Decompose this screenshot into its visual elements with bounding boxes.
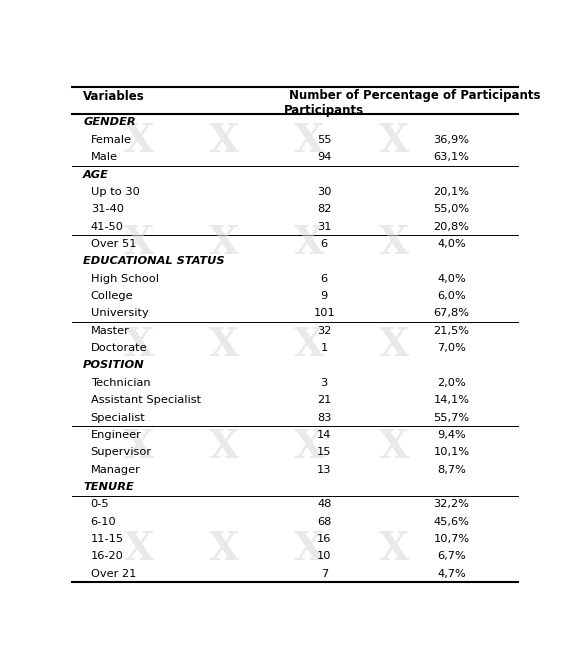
Text: Over 51: Over 51 <box>91 239 137 249</box>
Text: EDUCATIONAL STATUS: EDUCATIONAL STATUS <box>83 257 225 267</box>
Text: Number of
Participants: Number of Participants <box>284 90 364 117</box>
Text: 11-15: 11-15 <box>91 534 124 544</box>
Text: Engineer: Engineer <box>91 430 142 440</box>
Text: Master: Master <box>91 326 130 335</box>
Text: 7,0%: 7,0% <box>437 343 466 353</box>
Text: X: X <box>124 122 154 160</box>
Text: 3: 3 <box>321 378 328 388</box>
Text: 4,0%: 4,0% <box>437 274 466 284</box>
Text: 16: 16 <box>317 534 331 544</box>
Text: 10,1%: 10,1% <box>433 448 469 457</box>
Text: 1: 1 <box>321 343 328 353</box>
Text: 14: 14 <box>317 430 331 440</box>
Text: 32: 32 <box>317 326 331 335</box>
Text: X: X <box>124 224 154 262</box>
Text: X: X <box>293 122 324 160</box>
Text: X: X <box>209 428 239 466</box>
Text: X: X <box>124 428 154 466</box>
Text: X: X <box>378 428 408 466</box>
Text: 68: 68 <box>317 516 331 526</box>
Text: 55,0%: 55,0% <box>433 204 469 214</box>
Text: 14,1%: 14,1% <box>433 395 469 405</box>
Text: 21: 21 <box>317 395 331 405</box>
Text: 0-5: 0-5 <box>91 499 109 509</box>
Text: High School: High School <box>91 274 159 284</box>
Text: 101: 101 <box>313 308 335 318</box>
Text: X: X <box>293 530 324 568</box>
Text: Assistant Specialist: Assistant Specialist <box>91 395 201 405</box>
Text: X: X <box>293 326 324 364</box>
Text: GENDER: GENDER <box>83 117 136 127</box>
Text: X: X <box>209 326 239 364</box>
Text: X: X <box>209 224 239 262</box>
Text: 6: 6 <box>321 274 328 284</box>
Text: X: X <box>124 530 154 568</box>
Text: 63,1%: 63,1% <box>433 152 469 162</box>
Text: 4,7%: 4,7% <box>437 569 466 579</box>
Text: 4,0%: 4,0% <box>437 239 466 249</box>
Text: Up to 30: Up to 30 <box>91 187 139 197</box>
Text: X: X <box>209 530 239 568</box>
Text: 10: 10 <box>317 552 331 562</box>
Text: Variables: Variables <box>83 90 145 103</box>
Text: University: University <box>91 308 149 318</box>
Text: 48: 48 <box>317 499 331 509</box>
Text: 31: 31 <box>317 221 331 231</box>
Text: 67,8%: 67,8% <box>433 308 469 318</box>
Text: 45,6%: 45,6% <box>434 516 469 526</box>
Text: Supervisor: Supervisor <box>91 448 152 457</box>
Text: 55,7%: 55,7% <box>433 412 469 422</box>
Text: 13: 13 <box>317 465 331 475</box>
Text: 6,0%: 6,0% <box>437 291 466 301</box>
Text: 6-10: 6-10 <box>91 516 116 526</box>
Text: 83: 83 <box>317 412 331 422</box>
Text: Technician: Technician <box>91 378 150 388</box>
Text: 41-50: 41-50 <box>91 221 124 231</box>
Text: 32,2%: 32,2% <box>434 499 469 509</box>
Text: X: X <box>378 326 408 364</box>
Text: 94: 94 <box>317 152 331 162</box>
Text: 6: 6 <box>321 239 328 249</box>
Text: X: X <box>378 224 408 262</box>
Text: Male: Male <box>91 152 118 162</box>
Text: 21,5%: 21,5% <box>433 326 469 335</box>
Text: POSITION: POSITION <box>83 361 145 371</box>
Text: 8,7%: 8,7% <box>437 465 466 475</box>
Text: X: X <box>209 122 239 160</box>
Text: AGE: AGE <box>83 170 109 180</box>
Text: X: X <box>124 326 154 364</box>
Text: 30: 30 <box>317 187 331 197</box>
Text: Specialist: Specialist <box>91 412 146 422</box>
Text: 55: 55 <box>317 135 331 145</box>
Text: Percentage of Participants: Percentage of Participants <box>363 90 540 102</box>
Text: TENURE: TENURE <box>83 482 134 492</box>
Text: Doctorate: Doctorate <box>91 343 147 353</box>
Text: 15: 15 <box>317 448 331 457</box>
Text: 31-40: 31-40 <box>91 204 124 214</box>
Text: 20,8%: 20,8% <box>433 221 469 231</box>
Text: X: X <box>378 122 408 160</box>
Text: Manager: Manager <box>91 465 141 475</box>
Text: 2,0%: 2,0% <box>437 378 466 388</box>
Text: 20,1%: 20,1% <box>433 187 469 197</box>
Text: 9,4%: 9,4% <box>437 430 466 440</box>
Text: X: X <box>293 224 324 262</box>
Text: X: X <box>293 428 324 466</box>
Text: 36,9%: 36,9% <box>433 135 469 145</box>
Text: 10,7%: 10,7% <box>433 534 469 544</box>
Text: Female: Female <box>91 135 132 145</box>
Text: 16-20: 16-20 <box>91 552 124 562</box>
Text: 7: 7 <box>321 569 328 579</box>
Text: College: College <box>91 291 134 301</box>
Text: Over 21: Over 21 <box>91 569 136 579</box>
Text: 82: 82 <box>317 204 331 214</box>
Text: 6,7%: 6,7% <box>437 552 466 562</box>
Text: 9: 9 <box>321 291 328 301</box>
Text: X: X <box>378 530 408 568</box>
